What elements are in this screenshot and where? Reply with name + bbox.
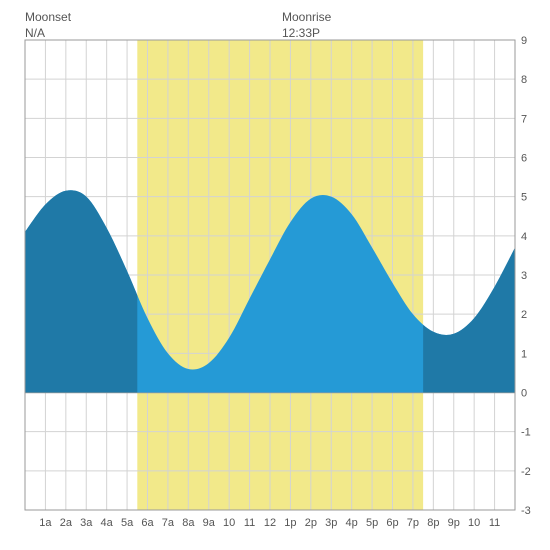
x-tick-label: 1a (39, 517, 52, 529)
x-tick-label: 6p (386, 517, 398, 529)
x-tick-label: 7p (407, 517, 419, 529)
y-tick-label: -1 (521, 427, 531, 439)
x-tick-label: 2a (60, 517, 73, 529)
x-tick-label: 9a (203, 517, 216, 529)
x-tick-label: 6a (141, 517, 154, 529)
x-tick-label: 11 (489, 517, 500, 529)
moonset-title: Moonset (25, 10, 71, 26)
y-tick-label: 1 (521, 348, 527, 360)
y-tick-label: 4 (521, 231, 527, 243)
x-tick-label: 11 (244, 517, 255, 529)
y-tick-label: 8 (521, 74, 527, 86)
x-tick-label: 2p (305, 517, 317, 529)
moonrise-value: 12:33P (282, 26, 331, 42)
x-tick-label: 9p (448, 517, 460, 529)
y-tick-label: -3 (521, 505, 531, 517)
moonrise-title: Moonrise (282, 10, 331, 26)
moonset-value: N/A (25, 26, 71, 42)
x-tick-label: 7a (162, 517, 175, 529)
x-tick-label: 8a (182, 517, 195, 529)
y-tick-label: -2 (521, 466, 531, 478)
y-tick-label: 7 (521, 113, 527, 125)
x-tick-label: 4p (346, 517, 358, 529)
moonrise-block: Moonrise 12:33P (282, 10, 331, 41)
x-tick-label: 10 (468, 517, 480, 529)
moonset-block: Moonset N/A (25, 10, 71, 41)
y-tick-label: 9 (521, 35, 527, 47)
x-tick-label: 5a (121, 517, 134, 529)
x-tick-label: 1p (284, 517, 296, 529)
x-tick-label: 12 (264, 517, 276, 529)
x-tick-label: 4a (101, 517, 114, 529)
x-tick-label: 3a (80, 517, 93, 529)
x-tick-label: 10 (223, 517, 235, 529)
chart-svg: -3-2-101234567891a2a3a4a5a6a7a8a9a101112… (10, 10, 540, 540)
tide-chart: Moonset N/A Moonrise 12:33P -3-2-1012345… (10, 10, 540, 540)
x-tick-label: 5p (366, 517, 378, 529)
y-tick-label: 6 (521, 153, 527, 165)
y-tick-label: 2 (521, 309, 527, 321)
y-tick-label: 5 (521, 192, 527, 204)
y-tick-label: 0 (521, 388, 527, 400)
x-tick-label: 3p (325, 517, 337, 529)
y-tick-label: 3 (521, 270, 527, 282)
x-tick-label: 8p (427, 517, 439, 529)
